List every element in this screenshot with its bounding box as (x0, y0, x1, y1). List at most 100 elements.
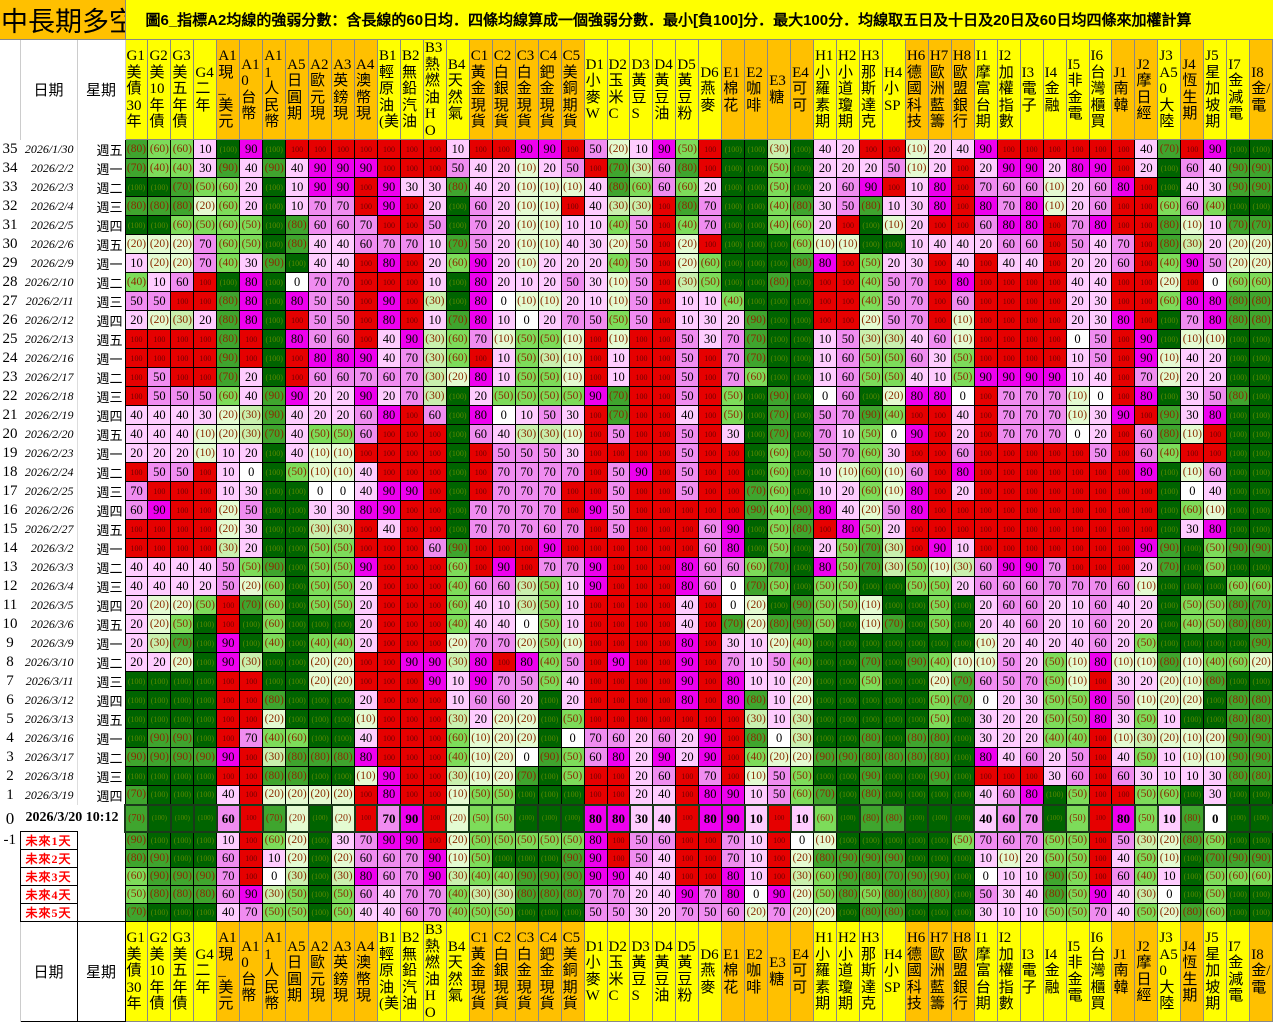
score-cell[interactable]: (100) (239, 614, 264, 634)
score-cell[interactable]: 100 (422, 139, 447, 159)
score-cell[interactable]: 40 (1111, 903, 1136, 922)
score-cell[interactable]: (60) (1226, 576, 1251, 596)
score-cell[interactable]: 100 (354, 310, 378, 330)
score-cell[interactable]: 100 (422, 576, 447, 596)
score-cell[interactable]: (60) (170, 139, 195, 159)
score-cell[interactable]: (30) (285, 867, 310, 886)
score-cell[interactable]: (100) (1249, 367, 1273, 387)
score-cell[interactable]: 0 (767, 728, 792, 748)
score-cell[interactable]: (90) (216, 158, 241, 178)
score-cell[interactable]: 40 (651, 803, 677, 833)
score-cell[interactable]: (100) (950, 709, 975, 729)
score-cell[interactable]: 100 (354, 329, 378, 349)
score-cell[interactable]: 100 (376, 139, 401, 159)
score-cell[interactable]: 20 (1134, 671, 1159, 691)
score-cell[interactable]: 40 (950, 234, 975, 254)
score-cell[interactable]: 100 (996, 766, 1021, 786)
score-cell[interactable]: (100) (927, 633, 952, 653)
score-cell[interactable]: 0 (262, 867, 287, 886)
score-cell[interactable]: (40) (1203, 652, 1228, 672)
score-cell[interactable]: (30) (239, 405, 264, 425)
score-cell[interactable]: 100 (1088, 747, 1113, 767)
score-cell[interactable]: (100) (904, 614, 929, 634)
score-cell[interactable]: (60) (1226, 272, 1251, 292)
score-cell[interactable]: (100) (836, 652, 860, 672)
score-cell[interactable]: (80) (675, 196, 700, 216)
score-cell[interactable]: (50) (239, 215, 264, 235)
score-cell[interactable]: 100 (239, 867, 264, 886)
score-cell[interactable]: (60) (859, 481, 883, 501)
score-cell[interactable]: 100 (514, 557, 539, 577)
score-cell[interactable]: (60) (629, 177, 654, 197)
score-cell[interactable]: (10) (1042, 177, 1067, 197)
score-cell[interactable]: 10 (743, 803, 769, 833)
score-cell[interactable]: 100 (629, 633, 654, 653)
score-cell[interactable]: 100 (1019, 348, 1044, 368)
score-cell[interactable]: 0 (1065, 424, 1090, 444)
score-cell[interactable]: 100 (399, 291, 424, 311)
score-cell[interactable]: (80) (1226, 709, 1251, 729)
score-cell[interactable]: 100 (629, 367, 654, 387)
score-cell[interactable]: (40) (468, 867, 493, 886)
score-cell[interactable]: (80) (1249, 291, 1273, 311)
score-cell[interactable]: (50) (813, 614, 838, 634)
score-cell[interactable]: 100 (721, 481, 746, 501)
score-cell[interactable]: 20 (491, 253, 516, 273)
score-cell[interactable]: (100) (1180, 785, 1205, 805)
score-cell[interactable]: 20 (354, 595, 378, 615)
score-cell[interactable]: (100) (445, 405, 470, 425)
score-cell[interactable]: 20 (560, 253, 585, 273)
score-cell[interactable]: (100) (813, 766, 838, 786)
score-cell[interactable]: (50) (285, 462, 310, 482)
score-cell[interactable]: 90 (491, 557, 516, 577)
score-cell[interactable]: 50 (1065, 747, 1090, 767)
score-cell[interactable]: (100) (1226, 519, 1251, 539)
score-cell[interactable]: (90) (537, 867, 562, 886)
score-cell[interactable]: (50) (1203, 614, 1228, 634)
score-cell[interactable]: (100) (721, 158, 746, 178)
score-cell[interactable]: (20) (170, 652, 195, 672)
score-cell[interactable]: 50 (881, 291, 906, 311)
score-cell[interactable]: (100) (170, 766, 195, 786)
score-cell[interactable]: (20) (331, 785, 356, 805)
score-cell[interactable]: (50) (331, 557, 356, 577)
score-cell[interactable]: 100 (813, 519, 838, 539)
score-cell[interactable]: 100 (124, 519, 149, 539)
score-cell[interactable]: (90) (1249, 849, 1273, 868)
score-cell[interactable]: 0 (881, 424, 906, 444)
score-cell[interactable]: 80 (1203, 310, 1228, 330)
score-cell[interactable]: 50 (675, 329, 700, 349)
score-cell[interactable]: (90) (836, 867, 860, 886)
score-cell[interactable]: 80 (973, 747, 998, 767)
score-cell[interactable]: 20 (1065, 196, 1090, 216)
score-cell[interactable]: (50) (927, 709, 952, 729)
score-cell[interactable]: (10) (514, 177, 539, 197)
score-cell[interactable]: 100 (904, 405, 929, 425)
score-cell[interactable]: 100 (629, 690, 654, 710)
score-cell[interactable]: 70 (354, 831, 378, 850)
score-cell[interactable]: 80 (1134, 386, 1159, 406)
score-cell[interactable]: (50) (491, 386, 516, 406)
score-cell[interactable]: 80 (927, 386, 952, 406)
score-cell[interactable]: 100 (560, 481, 585, 501)
score-cell[interactable]: 90 (308, 158, 333, 178)
score-cell[interactable]: (100) (1180, 709, 1205, 729)
score-cell[interactable]: 70 (514, 519, 539, 539)
score-cell[interactable]: 40 (1019, 633, 1044, 653)
score-cell[interactable]: (20) (1157, 671, 1182, 691)
score-cell[interactable]: 10 (1157, 766, 1182, 786)
score-cell[interactable]: 20 (537, 310, 562, 330)
score-cell[interactable]: 90 (376, 500, 401, 520)
score-cell[interactable]: (10) (744, 766, 769, 786)
score-cell[interactable]: 100 (468, 139, 493, 159)
score-cell[interactable]: 100 (468, 443, 493, 463)
score-cell[interactable]: 100 (927, 272, 952, 292)
score-cell[interactable]: (70) (1249, 595, 1273, 615)
score-cell[interactable]: 50 (560, 158, 585, 178)
score-cell[interactable]: 100 (193, 329, 218, 349)
score-cell[interactable]: 60 (1019, 747, 1044, 767)
score-cell[interactable]: 70 (491, 633, 516, 653)
score-cell[interactable]: (50) (904, 557, 929, 577)
score-cell[interactable]: 100 (1088, 538, 1113, 558)
score-cell[interactable]: 50 (170, 462, 195, 482)
